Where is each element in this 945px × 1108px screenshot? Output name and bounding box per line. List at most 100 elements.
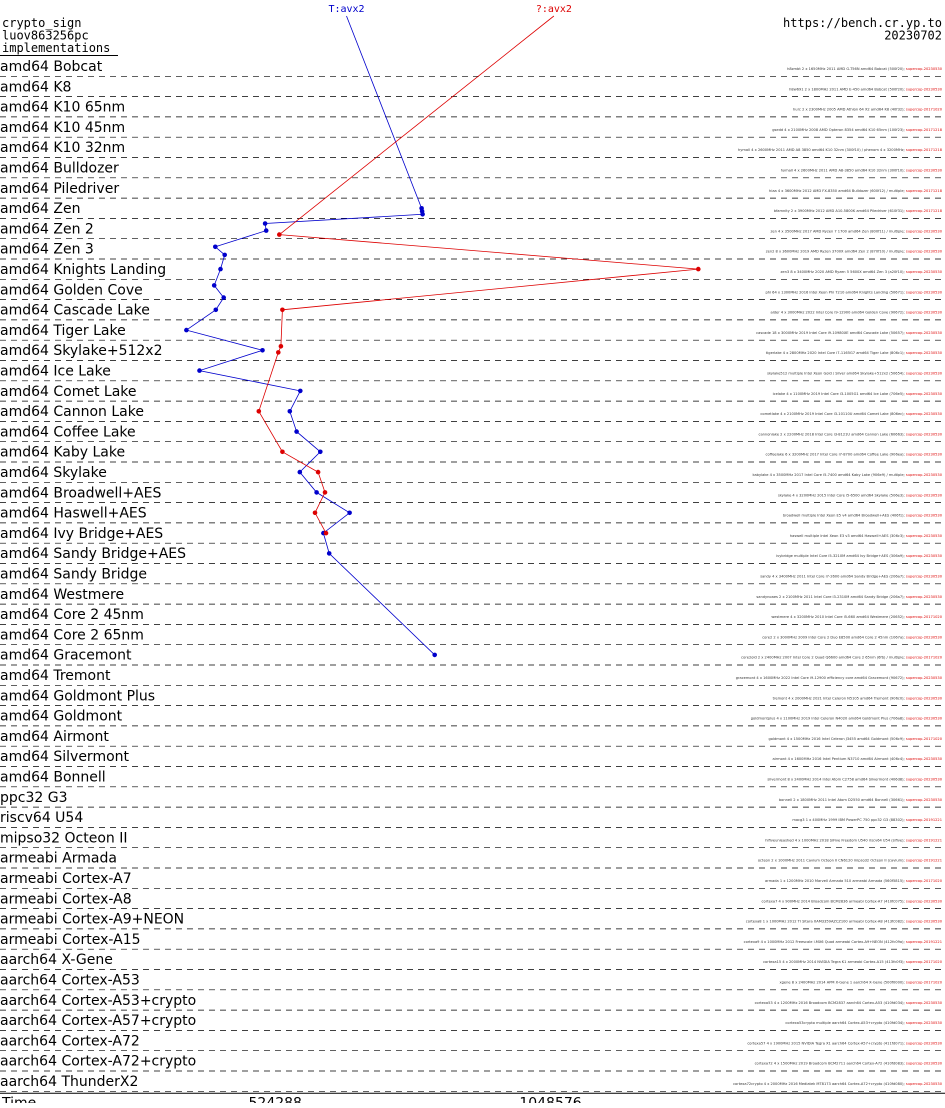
row-detail-text: zen2 8 x 3600MHz 2019 AMD Ryzen 3700X am… xyxy=(766,250,906,254)
row-label: amd64 Core 2 45nm xyxy=(0,607,144,623)
row-detail-extra: supercop-20230530 xyxy=(906,1082,943,1086)
row-detail-text: silvermont 8 x 2400MHz 2014 Intel Atom C… xyxy=(767,778,906,782)
benchmark-row: amd64 Comet Lake icelake 4 x 1100MHz 2019… xyxy=(0,384,945,402)
benchmark-row: amd64 Zen bfamnity 2 x 3900MHz 2012 AMD A… xyxy=(0,201,945,219)
row-detail-extra: supercop-20230530 xyxy=(906,696,943,700)
row-detail-extra: supercop-20230530 xyxy=(906,920,943,924)
row-detail-extra: supercop-20230530 xyxy=(906,331,943,335)
row-detail: tremont 4 x 2000MHz 2021 Intel Celeron N… xyxy=(773,696,943,700)
benchmark-row: amd64 Silvermont airmont 4 x 1600MHz 2016… xyxy=(0,749,945,767)
row-detail: macg3 1 x 400MHz 1999 IBM PowerPC 750 pp… xyxy=(792,818,942,822)
row-detail-extra: supercop-20230530 xyxy=(906,372,943,376)
benchmark-row: amd64 Kaby Lake coffeelake 6 x 3200MHz 20… xyxy=(0,445,945,463)
row-detail-extra: supercop-20230530 xyxy=(906,270,943,274)
row-detail: h8zmbt 2 x 1650MHz 2011 AMD G-T56N amd64… xyxy=(787,67,943,71)
row-detail-extra: supercop-20230530 xyxy=(906,778,943,782)
series-label: T:avx2 xyxy=(328,4,364,15)
row-detail-extra: supercop-20230530 xyxy=(906,412,943,416)
row-detail-text: hifiveunleashed 4 x 1000MHz 2018 SiFive … xyxy=(765,838,906,842)
row-detail-extra: supercop-20171020 xyxy=(906,108,943,112)
row-label: amd64 Silvermont xyxy=(0,749,130,765)
row-label: amd64 Goldmont Plus xyxy=(0,688,155,704)
x-axis-title: Time xyxy=(1,1095,36,1103)
row-detail: ivybridge multiple Intel Core i5-3210M a… xyxy=(776,554,943,558)
row-detail-extra: supercop-20171020 xyxy=(906,656,943,660)
row-detail: xgene 8 x 2400MHz 2014 APM X-Gene 1 aarc… xyxy=(780,981,943,985)
row-detail-text: goldmont 4 x 1500MHz 2016 Intel Celeron … xyxy=(768,737,905,741)
row-detail-extra: supercop-20230530 xyxy=(906,1021,943,1025)
row-label: amd64 Skylake xyxy=(0,465,107,481)
row-detail-text: sandynoaes 2 x 2100MHz 2011 Intel Core i… xyxy=(756,595,906,599)
row-detail-extra: supercop-20230530 xyxy=(906,1062,943,1066)
row-detail-text: cortexa57 4 x 1900MHz 2015 NVIDIA Tegra … xyxy=(747,1041,906,1045)
data-point xyxy=(347,510,352,516)
row-detail: cometlake 4 x 2100MHz 2019 Intel Core i3… xyxy=(760,412,942,416)
benchmark-row: amd64 Coffee Lake cannonlake 2 x 2200MHz … xyxy=(0,424,945,443)
data-point xyxy=(278,344,284,349)
row-detail: octeon 2 x 1000MHz 2011 Cavium Octeon II… xyxy=(758,859,942,863)
benchmark-row: ppc32 G3 bonnell 2 x 1800MHz 2011 Intel A… xyxy=(0,790,945,808)
row-label: amd64 Tiger Lake xyxy=(0,323,126,339)
benchmark-row: amd64 Goldmont goldmontplus 4 x 1100MHz 2… xyxy=(0,709,945,727)
row-detail: sandynoaes 2 x 2100MHz 2011 Intel Core i… xyxy=(756,595,942,599)
row-detail-text: zen 4 x 3500MHz 2017 AMD Ryzen 7 1700 am… xyxy=(770,229,905,233)
series-a: T:avx2 xyxy=(184,4,438,658)
benchmark-row: aarch64 Cortex-A53+crypto cortexa53 4 x 1… xyxy=(0,993,945,1011)
row-label: aarch64 X-Gene xyxy=(0,952,113,968)
row-detail-text: cortexa9 4 x 1000MHz 2012 Freescale i.MX… xyxy=(744,940,906,944)
row-detail: hymall 4 x 2600MHz 2011 AMD A8 3850 amd6… xyxy=(738,148,943,152)
row-detail-text: hymall 4 x 2600MHz 2011 AMD A8 3850 amd6… xyxy=(738,148,906,152)
row-detail: core2old 2 x 2400MHz 2007 Intel Core 2 Q… xyxy=(741,656,943,660)
row-label: amd64 K8 xyxy=(0,79,71,95)
row-label: amd64 Goldmont xyxy=(0,709,123,725)
row-detail-text: core2old 2 x 2400MHz 2007 Intel Core 2 Q… xyxy=(741,656,906,660)
row-label: mipso32 Octeon II xyxy=(0,830,128,846)
row-detail-extra: supercop-20230530 xyxy=(906,595,943,599)
row-detail-text: airmont 4 x 1600MHz 2016 Intel Pentium N… xyxy=(772,757,905,761)
benchmark-row: amd64 Gracemont core2old 2 x 2400MHz 2007… xyxy=(0,648,945,666)
benchmark-row: amd64 Tiger Lake cascade 18 x 3000MHz 201… xyxy=(0,323,945,341)
row-detail-text: xgene 8 x 2400MHz 2014 APM X-Gene 1 aarc… xyxy=(780,981,906,985)
row-detail: skylake 4 x 3200MHz 2015 Intel Core i5-6… xyxy=(778,493,943,497)
data-point xyxy=(184,327,189,333)
row-label: amd64 Zen xyxy=(0,201,80,217)
row-detail-text: hiaa 4 x 3600MHz 2012 AMD FX-8350 amd64 … xyxy=(769,189,906,193)
row-detail-extra: supercop-20230530 xyxy=(906,635,943,639)
row-label: armeabi Cortex-A9+NEON xyxy=(0,912,184,928)
row-detail-extra: supercop-20230530 xyxy=(906,1001,943,1005)
row-detail-text: tremont 4 x 2000MHz 2021 Intel Celeron N… xyxy=(773,696,906,700)
row-detail-extra: supercop-20230530 xyxy=(906,351,943,355)
benchmark-row: amd64 Zen 3 zen2 8 x 3600MHz 2019 AMD Ryz… xyxy=(0,242,945,260)
benchmark-row: amd64 Zen 2 zen 4 x 3500MHz 2017 AMD Ryze… xyxy=(0,221,945,240)
benchmark-row: amd64 Skylake+512x2 tigerlake 4 x 2800MHz… xyxy=(0,343,945,361)
row-label: amd64 K10 45nm xyxy=(0,120,125,136)
row-detail-extra: supercop-20230530 xyxy=(906,717,943,721)
benchmark-row: amd64 Bobcat h8zmbt 2 x 1650MHz 2011 AMD … xyxy=(0,59,945,77)
row-detail: tigerlake 4 x 2800MHz 2020 Intel Core i7… xyxy=(766,351,943,355)
row-detail: cannonlake 2 x 2200MHz 2018 Intel Core i… xyxy=(758,432,942,436)
row-detail-text: octeon 2 x 1000MHz 2011 Cavium Octeon II… xyxy=(758,859,906,863)
row-detail: hiaa 4 x 3600MHz 2012 AMD FX-8350 amd64 … xyxy=(769,189,943,193)
row-detail: bonnell 2 x 1800MHz 2011 Intel Atom D255… xyxy=(779,798,943,802)
row-label: amd64 Westmere xyxy=(0,587,124,603)
benchmark-row: amd64 Bulldozer hymall 4 x 2600MHz 2011 A… xyxy=(0,161,945,179)
benchmark-row: mipso32 Octeon II hifiveunleashed 4 x 100… xyxy=(0,830,945,849)
row-label: aarch64 Cortex-A53+crypto xyxy=(0,993,196,1009)
data-point xyxy=(218,266,223,272)
row-detail: westmere 4 x 3200MHz 2010 Intel Core i5-… xyxy=(771,615,942,619)
benchmark-row: amd64 Cannon Lake cometlake 4 x 2100MHz 2… xyxy=(0,404,945,422)
row-detail-extra: supercop-20230530 xyxy=(906,575,943,579)
row-label: amd64 Golden Cove xyxy=(0,282,143,298)
row-detail: gracemont 4 x 1600MHz 2022 Intel Core i9… xyxy=(736,676,943,680)
row-label: armeabi Cortex-A7 xyxy=(0,871,132,887)
row-detail-text: armada 1 x 1200MHz 2010 Marvell Armada 5… xyxy=(765,879,906,883)
row-detail-text: broadwell multiple Intel Xeon E5 v4 amd6… xyxy=(783,514,906,518)
row-label: aarch64 ThunderX2 xyxy=(0,1074,138,1090)
row-detail-text: cortexa72crypto 4 x 2000MHz 2016 Mediate… xyxy=(733,1082,906,1086)
row-label: amd64 Cannon Lake xyxy=(0,404,144,420)
row-label: amd64 Sandy Bridge+AES xyxy=(0,546,186,562)
row-label: amd64 Bonnell xyxy=(0,770,106,786)
row-detail: cortexa7 4 x 900MHz 2014 Broadcom BCM283… xyxy=(762,899,943,903)
data-point xyxy=(262,221,268,226)
